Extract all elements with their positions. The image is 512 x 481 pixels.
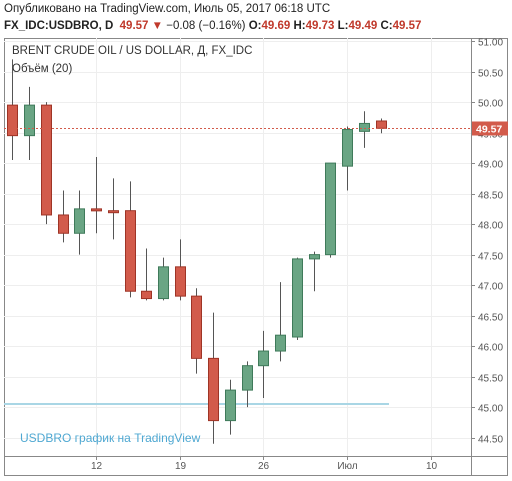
- close-value: 49.57: [392, 20, 422, 32]
- candle-up: [242, 361, 253, 408]
- candle-body: [309, 254, 320, 260]
- price-tick-label: 46.50: [478, 313, 503, 324]
- candle-body: [125, 210, 136, 292]
- price-tick-label: 44.50: [478, 435, 503, 446]
- candle-body: [175, 266, 186, 297]
- interval-text[interactable]: D: [104, 20, 114, 32]
- candle-body: [58, 214, 69, 234]
- time-tick-label: 26: [258, 461, 270, 472]
- time-tick-label: 10: [426, 461, 438, 472]
- low-value: 49.49: [348, 20, 378, 32]
- candle-down: [7, 59, 18, 161]
- candle-up: [74, 190, 85, 255]
- published-info: Опубликовано на TradingView.com, Июль 05…: [4, 3, 330, 15]
- published-text: Опубликовано на TradingView.com, Июль 05…: [4, 3, 331, 15]
- candle-body: [141, 290, 152, 300]
- candle-down: [58, 190, 69, 243]
- candle-up: [225, 379, 236, 435]
- last-price-marker: 49.57: [472, 121, 508, 136]
- candle-body: [275, 334, 286, 352]
- grid: [4, 38, 471, 456]
- candle-up: [309, 251, 320, 292]
- candlestick-chart[interactable]: 44.50 45.00 45.50 46.00 46.50 47.00 47.50 48.00…: [4, 38, 508, 476]
- time-axis[interactable]: 12 19 26 Июл 10: [91, 456, 438, 472]
- time-tick-label: 19: [175, 461, 187, 472]
- price-tick-label: 45.00: [478, 404, 503, 415]
- candle-down: [125, 181, 136, 298]
- down-arrow-icon: ▼: [151, 20, 164, 32]
- candle-body: [292, 258, 303, 338]
- candle-up: [275, 282, 286, 362]
- plot-frame: [4, 38, 508, 476]
- candle-up: [325, 162, 336, 258]
- candle-body: [342, 129, 353, 167]
- high-value: 49.73: [305, 20, 335, 32]
- candle-down: [175, 239, 186, 301]
- candle-body: [191, 295, 202, 359]
- tradingview-watermark[interactable]: USDBRO график на TradingView: [20, 431, 201, 445]
- chart-container[interactable]: 44.50 45.00 45.50 46.00 46.50 47.00 47.50 48.00…: [4, 38, 508, 476]
- candle-body: [74, 208, 85, 234]
- candle-body: [258, 350, 269, 367]
- price-tick-label: 50.50: [478, 69, 503, 80]
- low-label: L:: [337, 20, 349, 32]
- candle-body: [108, 210, 119, 214]
- candle-body: [376, 120, 387, 129]
- chart-header: Опубликовано на TradingView.com, Июль 05…: [0, 0, 512, 38]
- price-tick-label: 45.50: [478, 374, 503, 385]
- close-label: C:: [380, 20, 393, 32]
- candle-up: [24, 86, 35, 161]
- candle-body: [242, 365, 253, 391]
- last-price-tag-label: 49.57: [476, 124, 502, 136]
- candles: [7, 59, 387, 444]
- candle-up: [158, 257, 169, 301]
- last-price-tag: [472, 121, 508, 136]
- candle-down: [91, 156, 102, 234]
- time-tick-label: 12: [91, 461, 103, 472]
- price-tick-label: 47.00: [478, 282, 503, 293]
- candle-up: [292, 257, 303, 341]
- candle-body: [359, 122, 370, 132]
- candle-body: [91, 208, 102, 212]
- open-value: 49.69: [261, 20, 291, 32]
- candle-body: [158, 266, 169, 300]
- price-tick-label: 48.50: [478, 191, 503, 202]
- candle-down: [191, 288, 202, 374]
- change-text: −0.08 (−0.16%): [166, 20, 246, 32]
- candle-body: [7, 104, 18, 137]
- candle-up: [258, 330, 269, 399]
- symbol-text[interactable]: FX_IDC:USDBRO: [4, 20, 99, 32]
- price-tick-label: 49.00: [478, 160, 503, 171]
- candle-body: [325, 162, 336, 256]
- candle-up: [359, 111, 370, 148]
- candle-down: [108, 178, 119, 240]
- time-tick-label: Июл: [337, 461, 357, 472]
- candle-body: [208, 357, 219, 422]
- price-tick-label: 48.00: [478, 221, 503, 232]
- open-label: O:: [248, 20, 262, 32]
- price-tick-label: 50.00: [478, 99, 503, 110]
- chart-title: BRENT CRUDE OIL / US DOLLAR, Д, FX_IDC: [12, 45, 252, 57]
- price-tick-label: 47.50: [478, 252, 503, 263]
- candle-body: [225, 389, 236, 422]
- price-tick-label: 46.00: [478, 343, 503, 354]
- candle-up: [342, 126, 353, 191]
- high-label: H:: [293, 20, 306, 32]
- candle-body: [41, 104, 52, 216]
- volume-bar: [4, 403, 389, 405]
- volume-bars: [4, 403, 389, 405]
- candle-down: [41, 102, 52, 225]
- candle-down: [208, 312, 219, 444]
- candle-down: [141, 248, 152, 301]
- quote-line: FX_IDC:USDBRO, D 49.57 ▼ −0.08 (−0.16%) …: [4, 20, 422, 32]
- volume-indicator-label[interactable]: Объём (20): [12, 63, 72, 75]
- price-tick-label: 51.00: [478, 38, 503, 49]
- candle-body: [24, 104, 35, 137]
- last-price: 49.57: [119, 20, 149, 32]
